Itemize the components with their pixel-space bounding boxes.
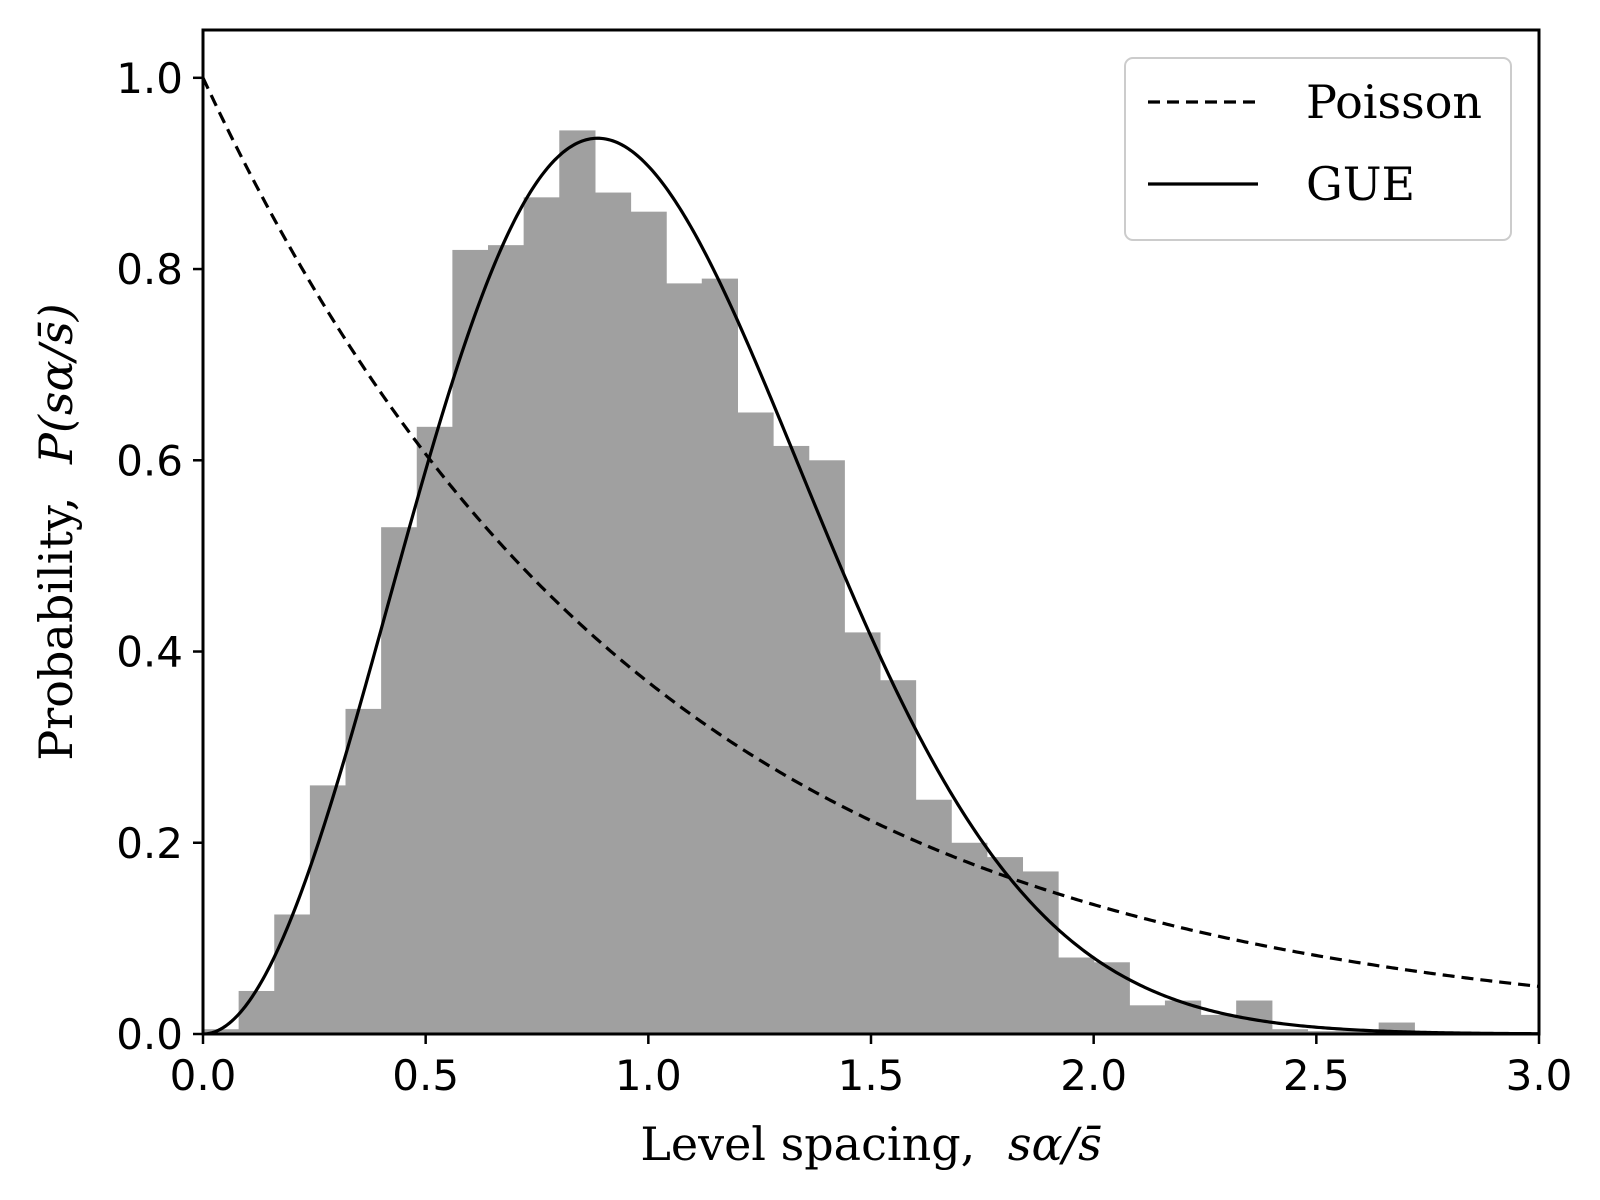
histogram-bar xyxy=(1200,1014,1237,1034)
legend-label-poisson: Poisson xyxy=(1306,75,1482,129)
histogram-bar xyxy=(559,130,596,1034)
histogram-bar xyxy=(381,527,418,1034)
histogram-bar xyxy=(986,857,1024,1034)
x-tick-label: 2.5 xyxy=(1283,1051,1350,1100)
y-tick-label: 0.4 xyxy=(116,628,183,677)
y-tick-label: 0.2 xyxy=(116,819,183,868)
histogram-bar xyxy=(1022,871,1059,1034)
histogram-bar xyxy=(1093,962,1130,1034)
histogram-bar xyxy=(203,1029,240,1034)
histogram-bar xyxy=(808,460,845,1034)
histogram-bar xyxy=(737,412,774,1034)
histogram-bar xyxy=(773,445,810,1034)
histogram-bar xyxy=(594,192,632,1035)
y-axis-label-prefix: Probability, xyxy=(29,497,83,761)
histogram-bar xyxy=(879,680,917,1034)
x-axis-label-prefix: Level spacing, xyxy=(640,1117,975,1171)
x-axis-label-math: sα/s̄ xyxy=(1008,1117,1102,1171)
histogram-bar xyxy=(1378,1022,1415,1034)
y-tick-label: 0.0 xyxy=(116,1010,183,1059)
histogram-bar xyxy=(309,785,347,1034)
histogram-bars xyxy=(203,130,1415,1035)
x-tick-label: 3.0 xyxy=(1506,1051,1573,1100)
y-axis-label: Probability, P(sα/s̄) xyxy=(29,303,83,760)
histogram-bar xyxy=(345,708,382,1034)
histogram-bar xyxy=(701,278,738,1035)
x-tick-label: 1.0 xyxy=(615,1051,682,1100)
x-tick-label: 1.5 xyxy=(838,1051,905,1100)
histogram-bar xyxy=(1058,957,1095,1034)
histogram-bar xyxy=(452,249,489,1034)
x-axis-label: Level spacing, sα/s̄ xyxy=(640,1117,1101,1171)
y-tick-label: 0.6 xyxy=(116,436,183,485)
histogram-bar xyxy=(1271,1029,1309,1034)
series-line-poisson xyxy=(201,77,1540,988)
x-axis-ticks: 0.0 0.5 1.0 1.5 2.0 2.5 3.0 xyxy=(170,1034,1573,1100)
histogram-bar xyxy=(488,245,525,1035)
histogram-bar xyxy=(630,211,667,1034)
x-tick-label: 2.0 xyxy=(1060,1051,1127,1100)
y-axis-ticks: 0.0 0.2 0.4 0.6 0.8 1.0 xyxy=(116,54,203,1059)
histogram-bar xyxy=(274,914,311,1034)
histogram-bar xyxy=(238,990,275,1034)
histogram-bar xyxy=(523,197,560,1035)
y-tick-label: 1.0 xyxy=(116,54,183,103)
histogram-bar xyxy=(951,842,988,1034)
y-axis-label-math: P(sα/s̄) xyxy=(29,303,83,465)
histogram-bar xyxy=(666,283,703,1034)
histogram-bar xyxy=(416,426,453,1034)
histogram-bar xyxy=(844,632,881,1034)
x-tick-label: 0.5 xyxy=(392,1051,459,1100)
legend: Poisson GUE xyxy=(1124,57,1512,241)
series-line-gue xyxy=(202,136,1540,1036)
legend-label-gue: GUE xyxy=(1306,157,1415,211)
legend-box xyxy=(1124,57,1512,241)
histogram-bar xyxy=(915,799,952,1034)
x-tick-label: 0.0 xyxy=(170,1051,237,1100)
y-tick-label: 0.8 xyxy=(116,245,183,294)
histogram-bar xyxy=(1129,1005,1166,1034)
